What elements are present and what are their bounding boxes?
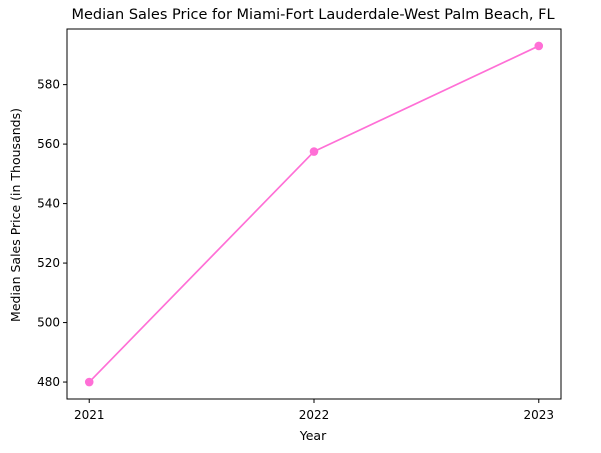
plot-frame	[66, 28, 562, 400]
x-tick-label: 2022	[299, 408, 330, 422]
y-tick-label: 480	[37, 375, 60, 389]
data-point	[534, 41, 544, 51]
plot-area: 480 500 520 540 560 580 2021 2022 2023	[37, 28, 562, 422]
y-tick-label: 520	[37, 256, 60, 270]
data-point	[309, 147, 319, 156]
x-tick-label: 2021	[74, 408, 105, 422]
y-tick-label: 500	[37, 316, 60, 330]
y-axis-label: Median Sales Price (in Thousands)	[8, 108, 23, 322]
y-tick-label: 560	[37, 137, 60, 151]
chart-title: Median Sales Price for Miami-Fort Lauder…	[71, 7, 554, 23]
series-line	[88, 45, 540, 383]
y-tick-label: 540	[37, 197, 60, 211]
x-tick-label: 2023	[523, 408, 554, 422]
x-axis-label: Year	[299, 428, 327, 443]
y-tick-label: 580	[37, 78, 60, 92]
data-point	[84, 377, 94, 387]
